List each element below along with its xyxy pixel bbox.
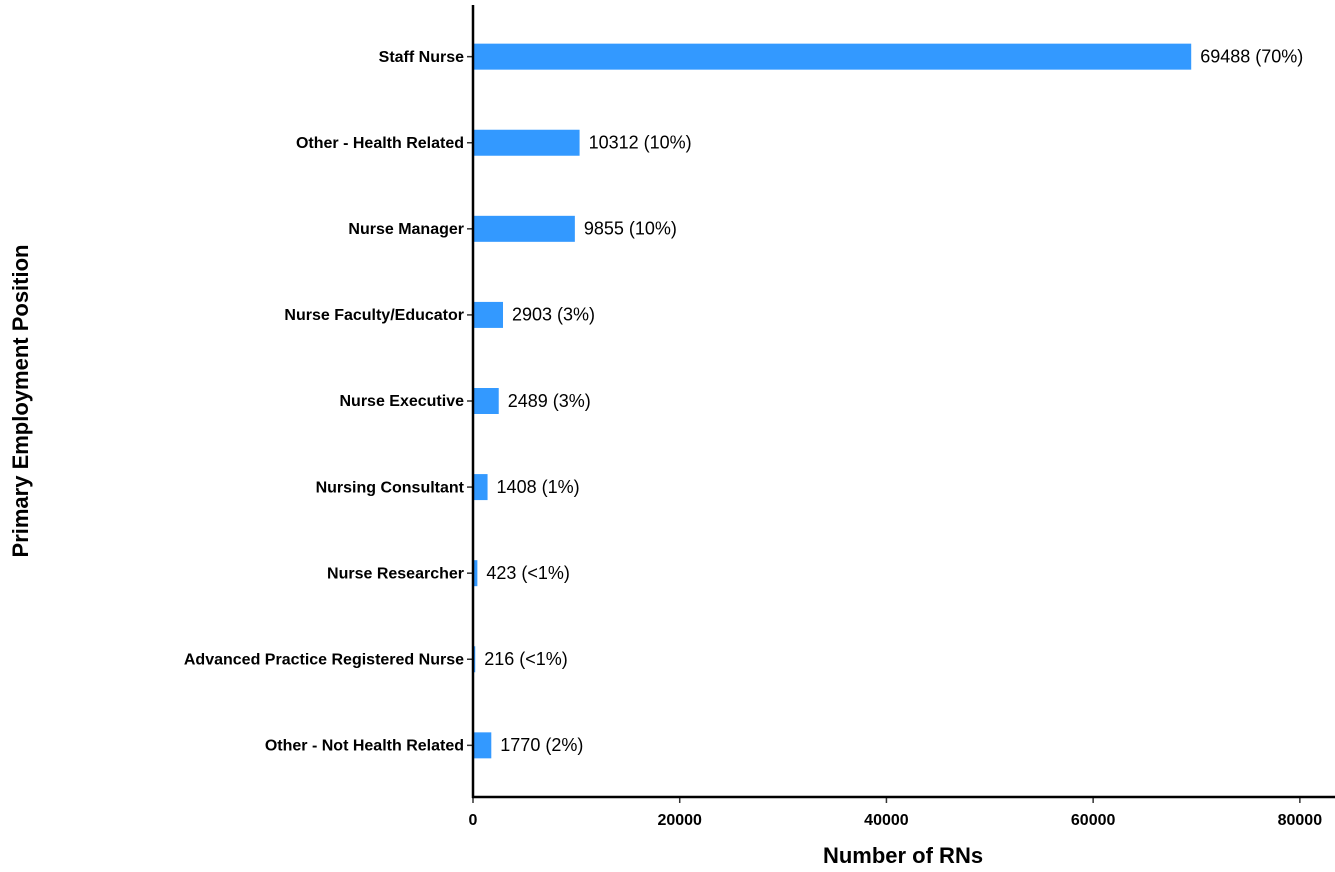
bar [473, 474, 488, 501]
value-label: 10312 (10%) [589, 132, 692, 152]
value-label: 1408 (1%) [497, 477, 580, 497]
y-tick-label: Nurse Researcher [327, 565, 464, 582]
bar [473, 215, 575, 242]
x-tick-label: 0 [469, 812, 478, 829]
value-label: 2489 (3%) [508, 391, 591, 411]
y-tick-label: Other - Health Related [296, 135, 464, 152]
y-tick-label: Nursing Consultant [316, 479, 465, 496]
y-tick-label: Nurse Manager [348, 221, 464, 238]
value-label: 1770 (2%) [500, 735, 583, 755]
bar [473, 732, 492, 759]
y-tick-label: Nurse Executive [339, 393, 464, 410]
bar [473, 129, 580, 156]
x-axis-title: Number of RNs [823, 843, 983, 868]
bar [473, 388, 499, 414]
bar [473, 560, 478, 587]
x-tick-label: 60000 [1071, 812, 1116, 829]
y-tick-label: Other - Not Health Related [265, 738, 464, 755]
x-tick-label: 80000 [1278, 812, 1323, 829]
y-axis-title: Primary Employment Position [8, 245, 33, 558]
bar [473, 301, 504, 328]
y-tick-label: Nurse Faculty/Educator [284, 307, 464, 324]
value-label: 9855 (10%) [584, 219, 677, 239]
y-tick-label: Advanced Practice Registered Nurse [184, 651, 464, 668]
y-tick-label: Staff Nurse [379, 49, 464, 66]
value-label: 216 (<1%) [484, 649, 568, 669]
x-tick-label: 40000 [864, 812, 909, 829]
value-label: 69488 (70%) [1200, 46, 1303, 66]
x-tick-label: 20000 [657, 812, 702, 829]
bar [473, 43, 1192, 70]
value-label: 2903 (3%) [512, 305, 595, 325]
value-label: 423 (<1%) [486, 563, 570, 583]
